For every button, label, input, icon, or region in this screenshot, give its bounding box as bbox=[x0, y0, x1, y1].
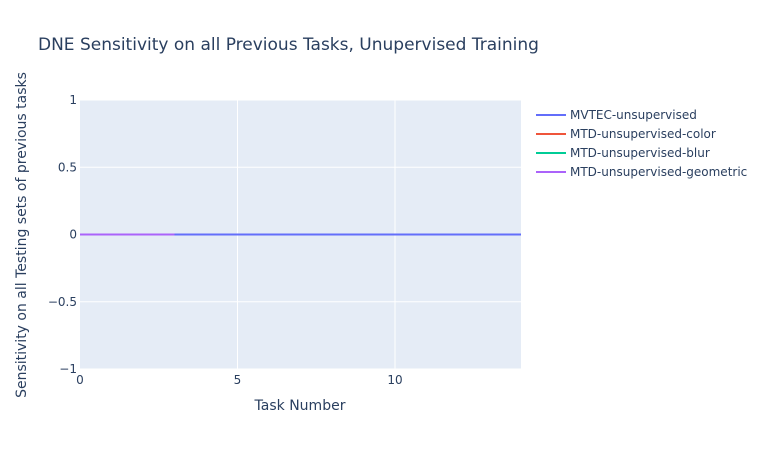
legend-item[interactable]: MTD-unsupervised-color bbox=[536, 127, 716, 141]
x-axis-title: Task Number bbox=[254, 398, 346, 414]
ticks: 0 5 10 −1 −0.5 0 0.5 1 bbox=[48, 93, 403, 387]
legend-label: MTD-unsupervised-color bbox=[570, 127, 716, 141]
y-axis-title: Sensitivity on all Testing sets of previ… bbox=[14, 72, 30, 398]
legend-item[interactable]: MTD-unsupervised-blur bbox=[536, 146, 710, 160]
legend-label: MTD-unsupervised-geometric bbox=[570, 165, 747, 179]
legend-label: MTD-unsupervised-blur bbox=[570, 146, 710, 160]
y-tick-label: −0.5 bbox=[48, 295, 77, 309]
legend-item[interactable]: MVTEC-unsupervised bbox=[536, 108, 697, 122]
legend[interactable]: MVTEC-unsupervised MTD-unsupervised-color… bbox=[536, 108, 747, 179]
y-tick-label: 1 bbox=[69, 93, 77, 107]
chart-title: DNE Sensitivity on all Previous Tasks, U… bbox=[38, 35, 539, 55]
y-tick-label: −1 bbox=[59, 362, 77, 376]
legend-label: MVTEC-unsupervised bbox=[570, 108, 697, 122]
x-tick-label: 10 bbox=[387, 373, 402, 387]
y-tick-label: 0 bbox=[69, 228, 77, 242]
x-tick-label: 5 bbox=[234, 373, 242, 387]
y-tick-label: 0.5 bbox=[58, 160, 77, 174]
legend-item[interactable]: MTD-unsupervised-geometric bbox=[536, 165, 747, 179]
x-tick-label: 0 bbox=[76, 373, 84, 387]
